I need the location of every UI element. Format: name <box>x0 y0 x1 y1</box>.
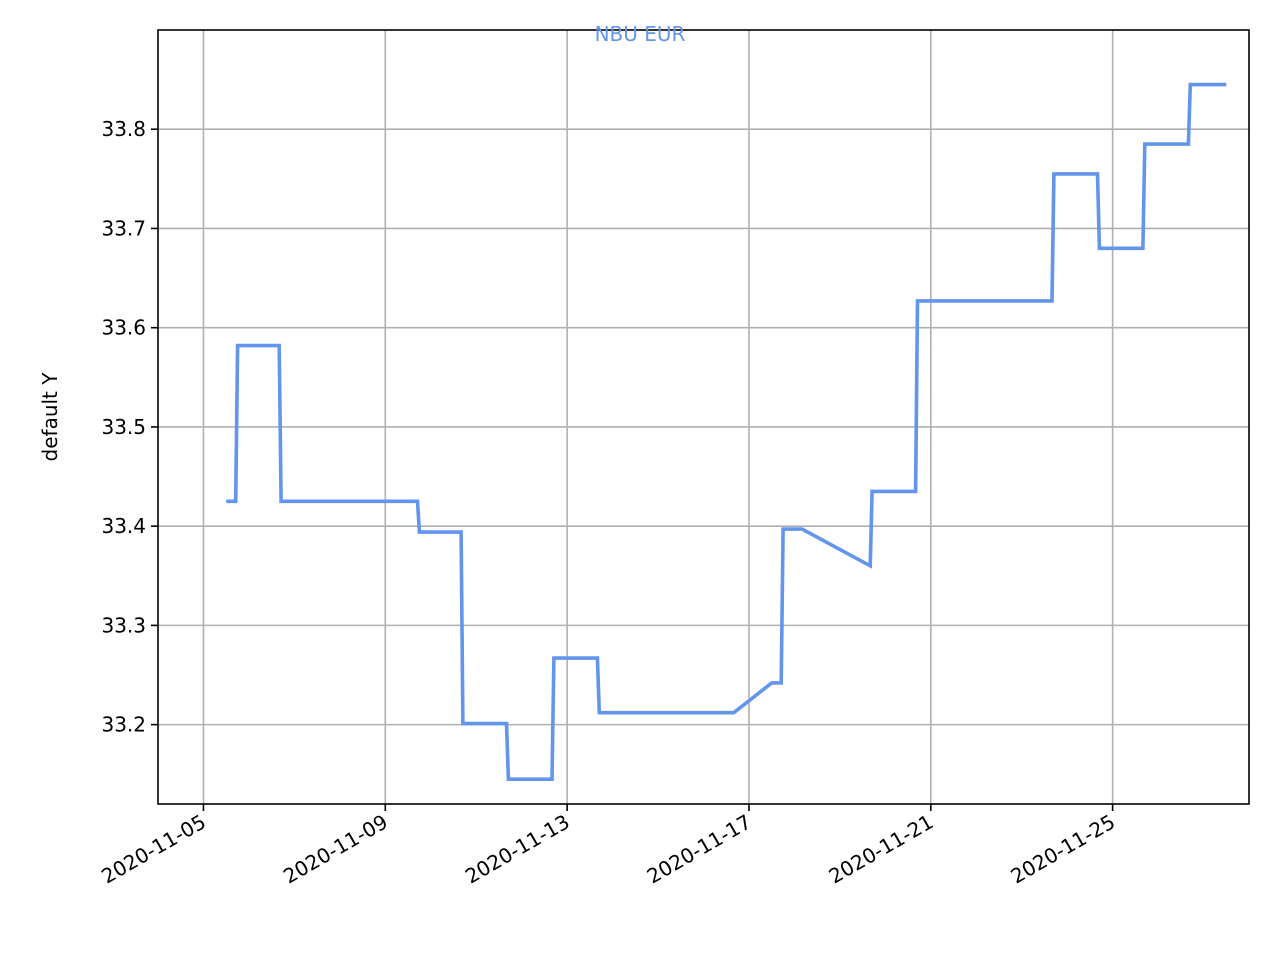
y-tick-label: 33.6 <box>101 316 146 340</box>
plot-frame <box>157 29 1250 805</box>
y-axis-label: default Y <box>38 372 62 462</box>
series-line-0 <box>226 82 1227 781</box>
y-tick-label: 33.5 <box>101 415 146 439</box>
y-tick-label: 33.8 <box>101 117 146 141</box>
y-tick-label: 33.3 <box>101 613 146 637</box>
series-layer <box>226 82 1227 781</box>
y-tick-label: 33.7 <box>101 216 146 240</box>
y-tick-label: 33.4 <box>101 514 146 538</box>
grid <box>158 30 1249 804</box>
y-axis: 33.2 33.3 33.4 33.5 33.6 33.7 33.8 <box>101 117 158 737</box>
chart-title: NBU EUR <box>595 22 686 46</box>
y-tick-label: 33.2 <box>101 713 146 737</box>
